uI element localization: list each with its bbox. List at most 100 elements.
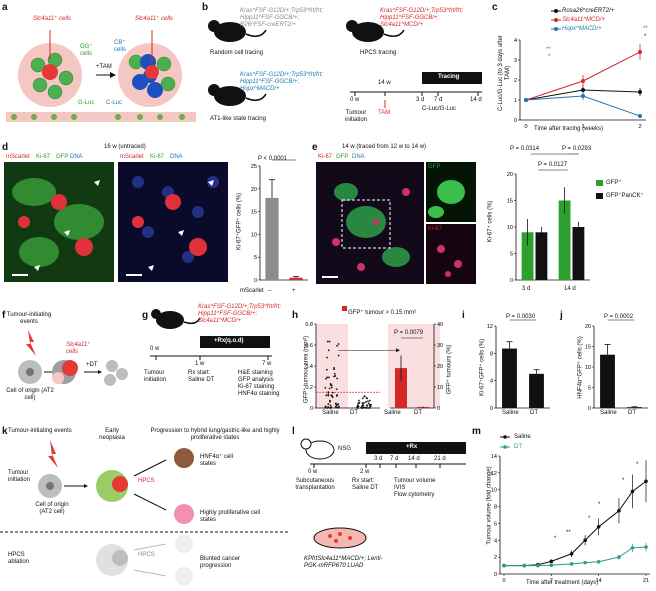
i-x0: Saline xyxy=(502,410,519,416)
g-r3: Ki-67 staining xyxy=(238,384,275,390)
j-bar-0 xyxy=(600,354,615,408)
e-ytick-label-2: 10 xyxy=(507,225,513,231)
h-right-ytick-label-0: 0 xyxy=(437,406,440,412)
d-ylabel: Ki-67⁺GFP⁺ cells (%) xyxy=(236,192,243,251)
h-point-0-55 xyxy=(335,404,338,407)
j-p: P = 0.0002 xyxy=(604,314,634,320)
m-point-0-5 xyxy=(583,538,587,543)
l-rx: +Rx xyxy=(406,444,418,450)
h-point-0-25 xyxy=(333,367,336,369)
d-bar-1 xyxy=(289,277,303,280)
c-ytick-label-1: 1 xyxy=(514,98,517,104)
i-p: P = 0.0030 xyxy=(506,314,536,320)
h-point-1-22 xyxy=(363,402,365,404)
panel-i: i 0 4 8 12 P = 0.0030 Ki-67⁺GFP⁺ cells (%) … xyxy=(460,300,558,420)
h-point-0-57 xyxy=(324,406,327,409)
chart-j: 0 5 10 15 20 xyxy=(585,319,648,412)
panel-k: k Tumour-initiating events Early neoplas… xyxy=(0,420,290,591)
c-point-1-1 xyxy=(581,79,585,83)
panel-m: m 0 2 4 6 8 10 12 14 0 7 14 21 Saline DT Time after… xyxy=(470,420,656,591)
e-m1: Ki-67 xyxy=(318,154,333,160)
d-micrograph-1 xyxy=(4,162,114,282)
h-point-0-52 xyxy=(326,407,329,409)
panel-j: j 0 5 10 15 20 P = 0.0002 HNF4α⁺GFP⁺ cells (… xyxy=(558,300,656,420)
k-early: Early neoplasia xyxy=(99,428,125,441)
k-hpcs2: HPCS xyxy=(138,552,155,558)
e-inset-ki67 xyxy=(426,224,476,284)
panel-f: f Tumour-initiating events Slc4a11⁺ cell… xyxy=(0,300,140,420)
e-bar-1-0 xyxy=(558,200,571,280)
h-point-0-30 xyxy=(328,340,331,343)
h-point-1-42 xyxy=(363,395,366,398)
j-ytick-label-1: 5 xyxy=(588,386,591,392)
panel-label-g: g xyxy=(142,310,149,321)
c-ytick-label-2: 2 xyxy=(514,78,517,84)
h-point-0-34 xyxy=(327,403,330,405)
c-ytick-label-4: 4 xyxy=(514,38,517,44)
m-star-2: * xyxy=(588,516,591,522)
e-m3: DNA xyxy=(352,154,365,160)
b-tam: TAM xyxy=(378,110,391,116)
m-xtick-label-3: 21 xyxy=(643,578,649,584)
j-ytick-label-2: 10 xyxy=(585,365,591,371)
h-point-0-7 xyxy=(327,391,330,394)
h-left-ytick-label-3: 0.6 xyxy=(305,343,313,349)
h-point-0-59 xyxy=(326,356,328,359)
a-gluc-label: G-Luc xyxy=(78,100,95,106)
b-hpcs-genotype-3: Slc4a11^MCD/+ xyxy=(380,22,423,28)
m-legend-marker-0 xyxy=(503,435,507,439)
k-origin: Cell of origin (AT2 cell) xyxy=(35,502,69,515)
e-ytick-label-1: 5 xyxy=(510,252,513,258)
j-bar-1 xyxy=(627,407,642,408)
h-ylabel: GFP⁺ tumour area (mm²) xyxy=(303,335,310,404)
h-point-0-33 xyxy=(330,394,333,397)
f-schematic xyxy=(18,330,128,386)
b-random-genotype-1: Kras^FSF-G12D/+;Trp53^frt/frt; xyxy=(240,8,324,14)
m-point-1-7 xyxy=(617,555,621,559)
h-point-1-37 xyxy=(369,404,372,407)
h-point-0-54 xyxy=(336,377,339,380)
m-legend-marker-1 xyxy=(503,445,507,449)
c-point-2-0 xyxy=(524,98,528,102)
h-point-1-40 xyxy=(363,406,366,409)
g-r2: GFP analysis xyxy=(238,377,274,383)
g-rxstart: Rx start: Saline DT xyxy=(188,370,215,383)
panel-g: g Kras^FSF-G12D/+;Trp53^frt/frt; Hipp11^… xyxy=(140,300,290,420)
l-t2: 2 w xyxy=(360,469,370,475)
d-m1: mScarlet xyxy=(6,154,30,160)
m-point-0-9 xyxy=(644,479,648,484)
d-n3: DNA xyxy=(170,154,183,160)
h-point-0-50 xyxy=(335,406,338,409)
b-random-genotype-2: Hipp11^FSF-GGCB/+; xyxy=(240,15,300,21)
b-tracing-label: Tracing xyxy=(438,74,460,80)
m-point-0-3 xyxy=(549,559,554,564)
h-point-0-8 xyxy=(326,376,329,379)
h-right-ytick-label-1: 10 xyxy=(437,385,443,391)
d-plus: + xyxy=(292,288,296,294)
l-tick-3: 21 d xyxy=(434,456,446,462)
m-point-1-8 xyxy=(630,546,635,550)
b-readout: C-Luc/G-Luc xyxy=(422,106,457,112)
h-point-1-29 xyxy=(367,402,370,405)
c-xtick-label-0: 0 xyxy=(524,124,527,130)
m-point-0-7 xyxy=(617,508,621,513)
h-point-1-35 xyxy=(366,397,369,400)
m-point-0-4 xyxy=(569,551,574,556)
h-left-ytick-label-0: 0 xyxy=(310,406,313,412)
h-point-1-44 xyxy=(365,406,368,409)
h-point-0-35 xyxy=(325,368,328,371)
chart-c: 0 1 2 3 4 0 1 2 xyxy=(514,9,646,130)
m-ytick-label-7: 14 xyxy=(491,454,497,460)
h-right-ytick-label-2: 20 xyxy=(437,364,443,370)
panel-b: b Kras^FSF-G12D/+;Trp53^frt/frt; Hipp11^… xyxy=(200,0,490,140)
l-cells: KPfrtSlc4a11^MACD/+; Lenti-PGK-mRFP670 L… xyxy=(304,556,383,569)
m-ytick-label-1: 2 xyxy=(494,555,497,561)
i-ytick-label-1: 4 xyxy=(490,379,493,385)
g-genotype-3: Slc4a11^MCD/+ xyxy=(198,318,241,324)
h-point-1-33 xyxy=(367,400,369,403)
i-x1: DT xyxy=(530,410,538,416)
f-dt: +DT xyxy=(86,362,98,368)
d-n1: mScarlet xyxy=(120,154,144,160)
h-point-0-48 xyxy=(336,394,339,396)
d-ytick-label-5: 25 xyxy=(251,164,257,170)
